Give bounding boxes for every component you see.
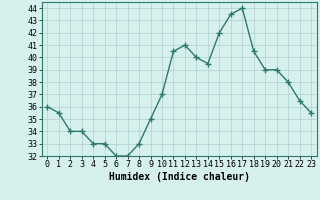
X-axis label: Humidex (Indice chaleur): Humidex (Indice chaleur) (109, 172, 250, 182)
